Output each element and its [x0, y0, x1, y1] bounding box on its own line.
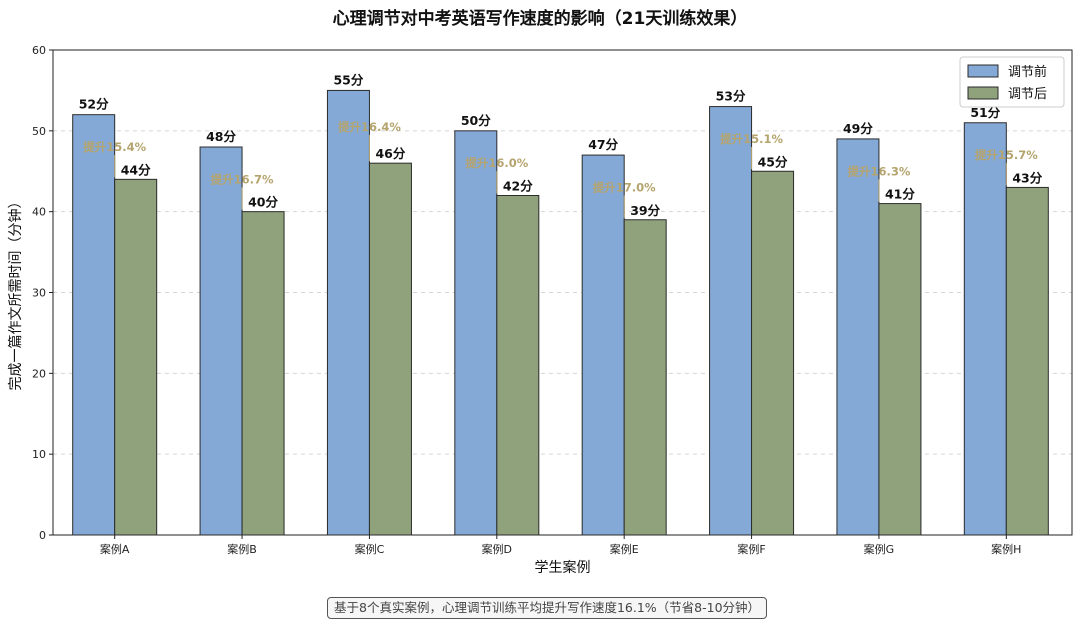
- improvement-annotation: 提升15.1%: [720, 132, 783, 146]
- improvement-annotation: 提升16.4%: [338, 120, 401, 134]
- bar-after: [1005, 186, 1049, 536]
- improvement-annotation: 提升16.3%: [847, 164, 910, 178]
- bar-before: [454, 130, 498, 536]
- y-tick-label: 60: [32, 44, 46, 57]
- bar-before: [709, 106, 753, 536]
- x-tick-label: 案例E: [610, 542, 639, 556]
- y-tick-label: 20: [32, 367, 46, 380]
- bar-before: [581, 154, 625, 536]
- bar-after-label: 44分: [121, 162, 151, 177]
- chart-title: 心理调节对中考英语写作速度的影响（21天训练效果）: [333, 8, 748, 29]
- improvement-annotation: 提升15.7%: [975, 148, 1038, 162]
- bar-before-label: 51分: [970, 105, 1000, 120]
- y-axis-label: 完成一篇作文所需时间（分钟）: [7, 195, 24, 391]
- bar-after-label: 42分: [503, 179, 533, 194]
- bar-after-label: 43分: [1012, 170, 1042, 185]
- x-tick-label: 案例F: [737, 542, 765, 556]
- bar-before-label: 49分: [843, 121, 873, 136]
- bar-before-label: 50分: [461, 113, 491, 128]
- bar-after-label: 46分: [375, 146, 405, 161]
- improvement-annotation: 提升16.0%: [465, 156, 528, 170]
- x-tick-label: 案例B: [227, 542, 257, 556]
- bar-after-label: 45分: [758, 154, 788, 169]
- legend-label: 调节后: [1008, 87, 1047, 102]
- y-tick-label: 30: [32, 287, 46, 300]
- bar-after: [496, 195, 540, 536]
- improvement-annotation: 提升15.4%: [83, 140, 146, 154]
- y-tick-label: 50: [32, 125, 46, 138]
- bar-after: [623, 219, 667, 536]
- y-tick-label: 0: [39, 529, 46, 542]
- bar-before-label: 52分: [79, 97, 109, 112]
- bar-after-label: 40分: [248, 195, 278, 210]
- x-tick-label: 案例D: [482, 542, 512, 556]
- bar-chart: 心理调节对中考英语写作速度的影响（21天训练效果） 0 10 20 30 40 50 60 完成…: [7, 8, 1073, 576]
- x-tick-label: 案例C: [355, 542, 385, 556]
- y-tick-label: 10: [32, 448, 46, 461]
- x-tick-label: 案例A: [100, 542, 130, 556]
- bar-after: [114, 178, 158, 536]
- bar-after-label: 39分: [630, 203, 660, 218]
- x-tick-label: 案例G: [864, 542, 895, 556]
- bar-after: [241, 211, 285, 536]
- legend-swatch: [967, 64, 999, 78]
- y-tick-label: 40: [32, 206, 46, 219]
- bar-before: [963, 122, 1007, 536]
- improvement-annotation: 提升17.0%: [593, 180, 656, 194]
- bar-before-label: 55分: [333, 72, 363, 87]
- bar-before: [72, 114, 116, 536]
- bar-after-label: 41分: [885, 187, 915, 202]
- legend-swatch: [967, 86, 999, 100]
- legend-label: 调节前: [1008, 64, 1047, 80]
- bar-before: [199, 146, 243, 536]
- bar-after: [878, 203, 922, 536]
- x-axis-label: 学生案例: [535, 559, 591, 576]
- bar-after: [751, 170, 795, 536]
- bar-before-label: 48分: [206, 129, 236, 144]
- summary-note: 基于8个真实案例，心理调节训练平均提升写作速度16.1%（节省8-10分钟）: [327, 597, 768, 619]
- bar-after: [368, 162, 412, 536]
- bar-before-label: 53分: [716, 89, 746, 104]
- bar-before-label: 47分: [588, 137, 618, 152]
- improvement-annotation: 提升16.7%: [211, 172, 274, 186]
- x-tick-label: 案例H: [991, 542, 1021, 556]
- bar-before: [836, 138, 880, 536]
- bar-before: [326, 89, 370, 536]
